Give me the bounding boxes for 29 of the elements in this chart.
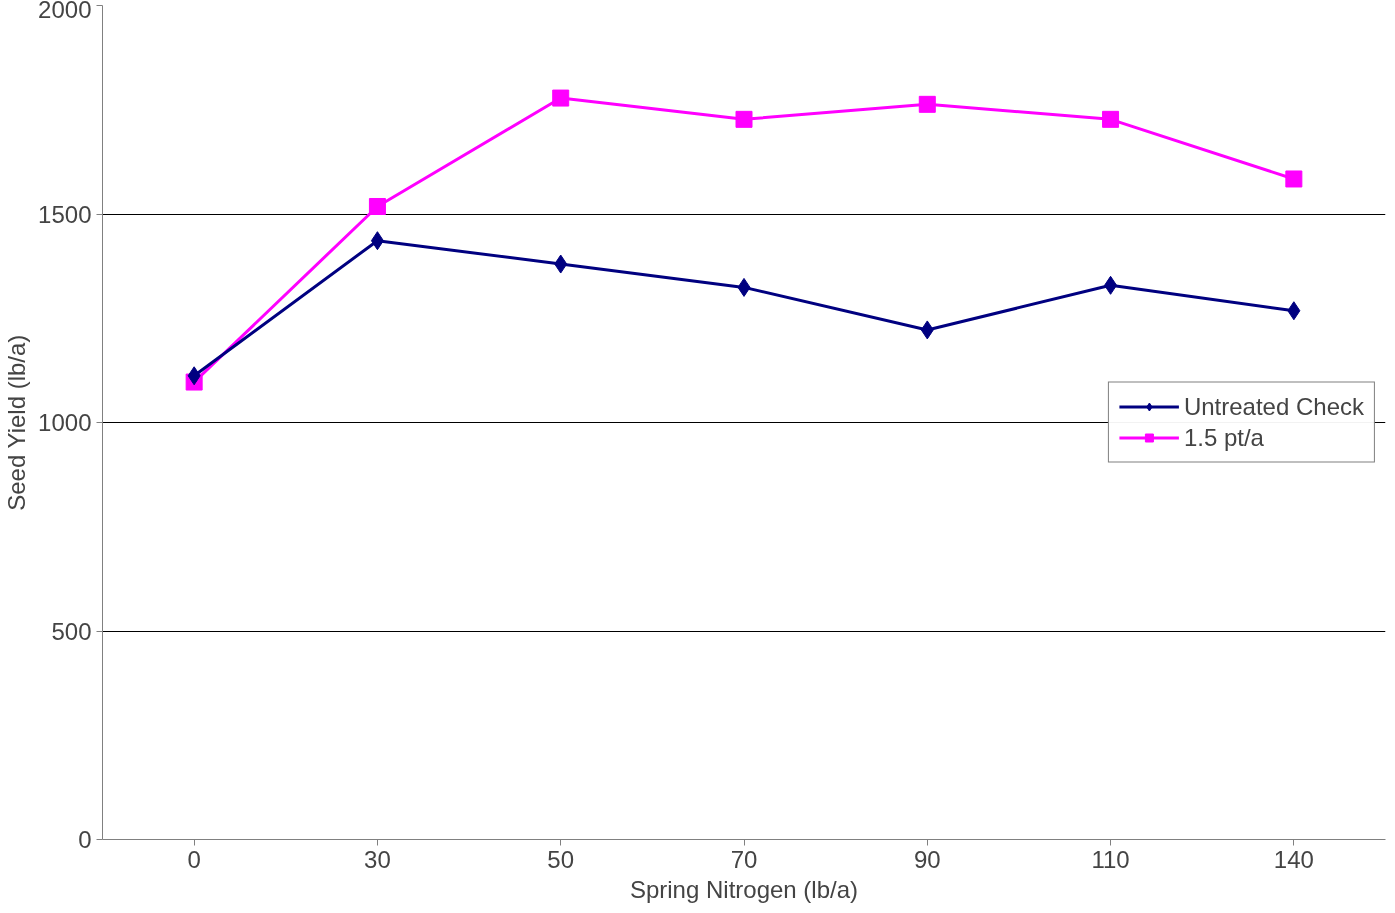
point bbox=[552, 89, 570, 107]
x-tick-label: 140 bbox=[1273, 845, 1314, 873]
y-tick-label: 500 bbox=[51, 617, 92, 645]
point bbox=[187, 366, 201, 386]
point bbox=[1102, 110, 1120, 128]
legend-label: 1.5 pt/a bbox=[1183, 423, 1264, 452]
y-axis-title: Seed Yield (lb/a) bbox=[3, 334, 31, 511]
x-tick-label: 110 bbox=[1091, 845, 1130, 873]
point bbox=[1104, 275, 1118, 295]
point bbox=[1285, 170, 1303, 188]
legend-label: Untreated Check bbox=[1183, 392, 1364, 421]
x-axis-title: Spring Nitrogen (lb/a) bbox=[629, 875, 859, 903]
x-tick-label: 90 bbox=[913, 845, 941, 873]
point bbox=[554, 254, 568, 274]
y-tick-label: 1000 bbox=[38, 409, 92, 436]
x-tick-label: 50 bbox=[547, 845, 575, 873]
point bbox=[735, 110, 753, 128]
y-tick-label: 2000 bbox=[38, 0, 92, 23]
y-tick-label: 1500 bbox=[38, 200, 92, 228]
point bbox=[920, 320, 934, 340]
x-tick-label: 70 bbox=[730, 845, 758, 873]
point bbox=[918, 95, 936, 113]
point bbox=[737, 277, 751, 297]
point bbox=[1287, 301, 1301, 321]
x-tick-label: 0 bbox=[187, 845, 201, 873]
y-tick-label: 0 bbox=[78, 826, 92, 853]
point bbox=[368, 197, 386, 215]
point bbox=[370, 231, 384, 251]
x-tick-label: 30 bbox=[364, 845, 391, 873]
